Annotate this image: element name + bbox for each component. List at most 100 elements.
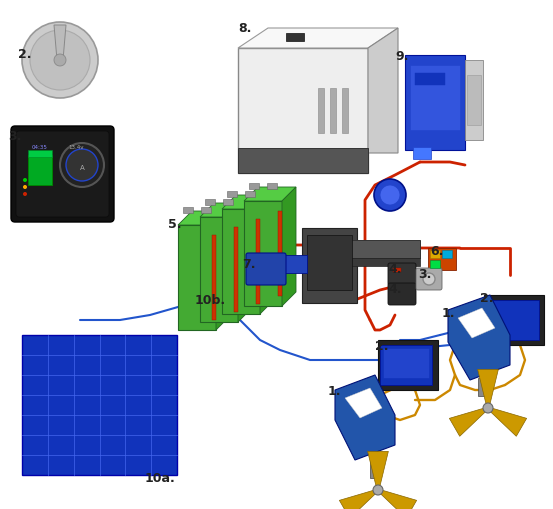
Text: 6.: 6. xyxy=(430,245,444,258)
FancyBboxPatch shape xyxy=(16,131,109,217)
Polygon shape xyxy=(54,25,66,60)
Polygon shape xyxy=(448,295,510,380)
FancyBboxPatch shape xyxy=(11,126,114,222)
Ellipse shape xyxy=(60,143,104,187)
Text: 2.: 2. xyxy=(18,48,32,61)
Text: 8.: 8. xyxy=(238,22,252,35)
Bar xyxy=(467,75,481,125)
Bar xyxy=(223,199,233,205)
Polygon shape xyxy=(368,451,388,486)
Text: 3.: 3. xyxy=(418,268,431,281)
Bar xyxy=(478,378,488,396)
Text: 4.: 4. xyxy=(388,263,401,276)
Bar xyxy=(278,211,282,296)
Polygon shape xyxy=(244,187,296,201)
Text: 9.: 9. xyxy=(395,50,408,63)
Bar xyxy=(487,300,539,340)
Bar xyxy=(286,33,304,41)
Bar xyxy=(330,88,336,133)
Polygon shape xyxy=(238,28,398,48)
Text: 5.: 5. xyxy=(168,218,181,231)
Polygon shape xyxy=(178,211,230,225)
Bar xyxy=(227,191,237,197)
Bar xyxy=(393,268,401,272)
Bar xyxy=(378,340,438,390)
Bar xyxy=(484,295,544,345)
FancyBboxPatch shape xyxy=(196,295,232,321)
Bar xyxy=(302,228,357,303)
Bar xyxy=(430,250,440,258)
Bar xyxy=(256,219,260,304)
Bar xyxy=(28,150,52,157)
Polygon shape xyxy=(345,388,382,418)
Text: 7.: 7. xyxy=(242,258,255,271)
Text: 13.4v: 13.4v xyxy=(68,145,84,150)
Bar xyxy=(205,199,215,205)
FancyBboxPatch shape xyxy=(388,283,416,305)
Text: 04:35: 04:35 xyxy=(32,145,48,150)
Bar xyxy=(340,258,420,266)
Bar xyxy=(238,48,368,173)
Ellipse shape xyxy=(23,178,27,182)
Text: 10b.: 10b. xyxy=(195,294,226,307)
Bar xyxy=(340,240,420,258)
Polygon shape xyxy=(200,203,252,217)
Bar xyxy=(342,88,348,133)
Polygon shape xyxy=(381,491,416,509)
Bar xyxy=(245,191,255,197)
Bar xyxy=(183,207,193,213)
Bar xyxy=(285,255,307,273)
Polygon shape xyxy=(216,211,230,330)
Bar xyxy=(201,207,211,213)
Text: A: A xyxy=(80,165,85,171)
Bar xyxy=(430,260,440,268)
Polygon shape xyxy=(368,28,398,153)
Bar xyxy=(238,148,368,173)
Polygon shape xyxy=(450,408,485,436)
Bar xyxy=(212,235,216,320)
Bar xyxy=(465,60,483,140)
Ellipse shape xyxy=(30,30,90,90)
Bar xyxy=(307,235,352,290)
Bar xyxy=(318,88,324,133)
Bar xyxy=(267,183,277,189)
Polygon shape xyxy=(458,308,495,338)
Text: 3.: 3. xyxy=(8,130,22,143)
Bar xyxy=(244,201,282,306)
Polygon shape xyxy=(238,203,252,322)
Ellipse shape xyxy=(66,149,98,181)
Bar xyxy=(405,55,465,150)
Polygon shape xyxy=(335,375,395,460)
FancyBboxPatch shape xyxy=(416,268,442,290)
Text: 1.: 1. xyxy=(442,307,456,320)
Bar xyxy=(222,209,260,314)
Ellipse shape xyxy=(373,485,383,495)
Polygon shape xyxy=(491,408,526,436)
Polygon shape xyxy=(260,195,274,314)
Text: 1.: 1. xyxy=(328,385,342,398)
Bar xyxy=(383,348,429,378)
Ellipse shape xyxy=(22,22,98,98)
Ellipse shape xyxy=(54,54,66,66)
Text: 10a.: 10a. xyxy=(145,472,176,485)
Text: 2.: 2. xyxy=(480,292,493,305)
FancyBboxPatch shape xyxy=(388,263,416,285)
Bar xyxy=(234,227,238,312)
Ellipse shape xyxy=(423,273,435,285)
Bar xyxy=(415,73,445,85)
Ellipse shape xyxy=(23,185,27,189)
Ellipse shape xyxy=(483,403,493,413)
Ellipse shape xyxy=(380,185,400,205)
Bar xyxy=(370,458,380,478)
Polygon shape xyxy=(222,195,274,209)
Bar xyxy=(428,248,456,270)
Text: 2.: 2. xyxy=(375,340,389,353)
Bar xyxy=(178,225,216,330)
Bar xyxy=(442,250,452,258)
Bar xyxy=(28,155,52,185)
Polygon shape xyxy=(478,370,498,404)
Bar xyxy=(200,217,238,322)
Text: 4.: 4. xyxy=(388,283,401,296)
Bar xyxy=(410,65,460,130)
Bar xyxy=(249,183,259,189)
